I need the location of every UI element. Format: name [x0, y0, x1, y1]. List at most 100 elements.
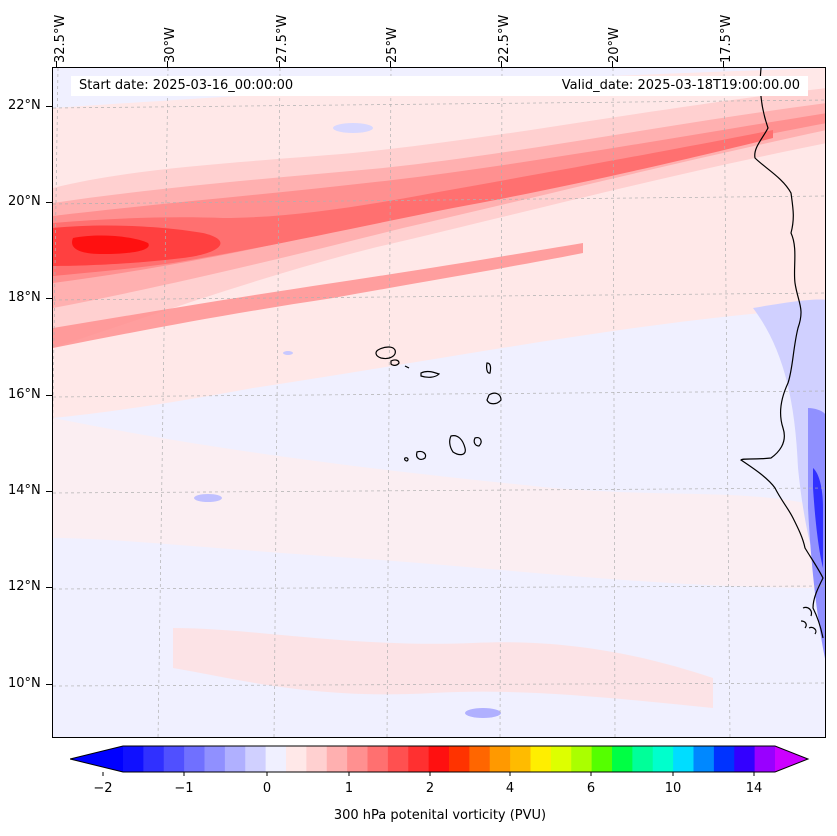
colorbar-bin [184, 746, 205, 772]
lon-label-32-5w: 32.5°W [53, 14, 68, 63]
colorbar-bin [265, 746, 287, 772]
cb-tick-label: −1 [174, 781, 194, 796]
colorbar-bin [571, 746, 593, 772]
lon-label-20w: 20°W [607, 27, 622, 63]
island-santo-antao [375, 346, 396, 360]
colorbar-bin [510, 746, 531, 772]
colorbar-bins [123, 746, 776, 772]
lon-tick [167, 61, 168, 67]
lat-label-14n: 14°N [8, 483, 41, 498]
cb-tick-label: 2 [425, 781, 435, 796]
pv-blue-spot [333, 123, 373, 133]
lon-label-25w: 25°W [385, 27, 400, 63]
pv-contour-red-core [72, 235, 149, 254]
cb-tick-label: −2 [93, 781, 113, 796]
island-maio [473, 437, 482, 447]
cb-tick-label: 6 [586, 781, 596, 796]
lat-tick [46, 298, 52, 299]
colorbar-bin [286, 746, 307, 772]
colorbar-bin [163, 746, 185, 772]
lon-tick [390, 61, 391, 67]
lon-label-22-5w: 22.5°W [497, 14, 512, 63]
pv-contour-blue-coast [753, 299, 825, 585]
island-santa-luzia [404, 365, 410, 369]
colorbar-bin [673, 746, 694, 772]
pv-blue-spot [194, 494, 222, 502]
colorbar-bin [754, 746, 776, 772]
lon-label-30w: 30°W [163, 27, 178, 63]
lon-tick [612, 61, 613, 67]
colorbar-bin [632, 746, 654, 772]
cb-tick-label: 10 [664, 781, 682, 796]
colorbar-bin [387, 746, 409, 772]
lat-label-10n: 10°N [8, 676, 41, 691]
lat-tick [46, 202, 52, 203]
colorbar-bin [408, 746, 430, 772]
valid-date: Valid_date: 2025-03-18T19:00:00.00 [561, 78, 800, 93]
lat-label-18n: 18°N [8, 290, 41, 305]
colorbar-bin [530, 746, 552, 772]
colorbar-bin [306, 746, 328, 772]
colorbar-outline [70, 745, 810, 773]
colorbar-bin [367, 746, 389, 772]
cb-tick-label: 4 [505, 781, 515, 796]
lon-label-27-5w: 27.5°W [275, 14, 290, 63]
pv-blue-spot [283, 351, 293, 355]
colorbar-bin [550, 746, 572, 772]
colorbar-bin [347, 746, 368, 772]
colorbar-bin [713, 746, 735, 772]
colorbar-min-arrow [70, 746, 123, 772]
meridian [723, 68, 731, 737]
pv-contour-filament [53, 243, 583, 348]
colorbar-bin [489, 746, 511, 772]
cb-tick-label: 1 [344, 781, 354, 796]
african-coastline [740, 68, 824, 639]
island-bijagos [800, 606, 817, 635]
colorbar-bin [204, 746, 226, 772]
colorbar-bin [449, 746, 470, 772]
colorbar-bin [652, 746, 674, 772]
lat-label-12n: 12°N [8, 579, 41, 594]
colorbar-bin [428, 746, 450, 772]
lat-label-20n: 20°N [8, 194, 41, 209]
map-panel[interactable]: Start date: 2025-03-16_00:00:00 Valid_da… [52, 67, 826, 738]
island-sal [486, 362, 492, 374]
colorbar-bin [591, 746, 613, 772]
colorbar-bin [612, 746, 633, 772]
pv-contour-light-south [53, 418, 825, 588]
island-sao-nicolau [420, 370, 441, 378]
colorbar-bin [326, 746, 348, 772]
meridian [273, 68, 281, 737]
colorbar-ticks [102, 772, 755, 776]
colorbar-bin [734, 746, 756, 772]
pv-contour-light-blob [173, 628, 713, 708]
cb-tick-label: 0 [262, 781, 272, 796]
lat-tick [46, 491, 52, 492]
pv-contour-blue-coast-strong [808, 408, 825, 659]
colorbar-bin [143, 746, 165, 772]
colorbar-bin [123, 746, 144, 772]
colorbar-title: 300 hPa potenital vorticity (PVU) [333, 808, 547, 823]
lon-tick [723, 61, 724, 67]
colorbar-bin [693, 746, 715, 772]
lon-tick [56, 61, 57, 67]
meridian [612, 68, 616, 737]
meridian [157, 68, 169, 737]
lat-tick [46, 106, 52, 107]
colorbar-bin [469, 746, 491, 772]
lat-tick [46, 587, 52, 588]
meridian [386, 68, 392, 737]
colorbar-bin [245, 746, 267, 772]
start-date: Start date: 2025-03-16_00:00:00 [79, 78, 294, 93]
pv-contour-red-light [53, 130, 773, 276]
island-brava [404, 457, 409, 462]
lat-label-16n: 16°N [8, 387, 41, 402]
island-sao-vicente [390, 359, 400, 366]
island-boa-vista [486, 392, 502, 405]
date-bar: Start date: 2025-03-16_00:00:00 Valid_da… [71, 76, 808, 96]
island-santiago [449, 435, 466, 456]
colorbar-max-arrow [775, 746, 808, 772]
pv-blue-spot [465, 708, 501, 718]
colorbar-bin [224, 746, 246, 772]
lat-tick [46, 395, 52, 396]
